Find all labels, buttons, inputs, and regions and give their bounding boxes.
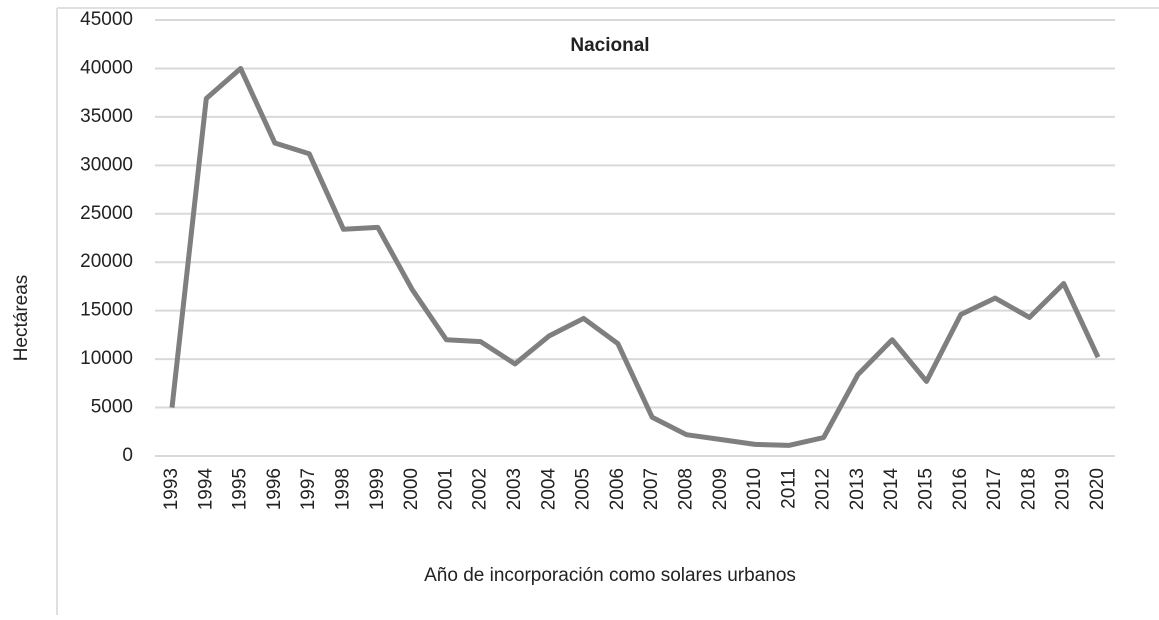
y-tick-label: 20000 xyxy=(80,251,133,272)
y-tick-label: 25000 xyxy=(80,203,133,224)
y-tick-label: 10000 xyxy=(80,348,133,369)
x-tick-label: 2019 xyxy=(1053,468,1074,510)
x-tick-label: 2005 xyxy=(573,468,594,510)
x-tick-label: 2008 xyxy=(675,468,696,510)
y-tick-label: 5000 xyxy=(91,397,133,418)
chart-title: Nacional xyxy=(570,35,649,56)
x-tick-label: 1993 xyxy=(161,468,182,510)
x-axis-label: Año de incorporación como solares urbano… xyxy=(424,565,796,586)
x-tick-label: 1998 xyxy=(332,468,353,510)
x-tick-label: 2018 xyxy=(1018,468,1039,510)
data-line xyxy=(169,65,1101,448)
x-tick-label: 2002 xyxy=(470,468,491,510)
y-tick-label: 15000 xyxy=(80,300,133,321)
y-tick-label: 30000 xyxy=(80,154,133,175)
x-tick-label: 2003 xyxy=(504,468,525,510)
x-tick-label: 1994 xyxy=(195,468,216,511)
y-tick-label: 35000 xyxy=(80,106,133,127)
y-tick-label: 45000 xyxy=(80,9,133,30)
y-axis-label: Hectáreas xyxy=(11,275,32,362)
x-tick-label: 2014 xyxy=(881,468,902,511)
x-tick-label: 1997 xyxy=(298,468,319,510)
x-tick-label: 2001 xyxy=(435,468,456,510)
x-tick-label: 2020 xyxy=(1087,468,1108,510)
x-tick-label: 2010 xyxy=(744,468,765,510)
x-tick-label: 1999 xyxy=(367,468,388,510)
x-tick-label: 2012 xyxy=(813,468,834,510)
x-tick-label: 2011 xyxy=(778,468,799,509)
y-tick-label: 0 xyxy=(122,445,133,466)
x-tick-label: 2013 xyxy=(847,468,868,510)
x-tick-label: 1995 xyxy=(230,468,251,510)
y-tick-label: 40000 xyxy=(80,57,133,78)
x-tick-label: 2004 xyxy=(538,468,559,511)
x-tick-label: 1996 xyxy=(264,468,285,510)
x-tick-label: 2016 xyxy=(950,468,971,510)
x-tick-label: 2015 xyxy=(916,468,937,510)
x-tick-label: 2000 xyxy=(401,468,422,510)
x-tick-label: 2006 xyxy=(607,468,628,510)
x-tick-label: 2007 xyxy=(641,468,662,510)
x-tick-label: 2009 xyxy=(710,468,731,510)
x-tick-label: 2017 xyxy=(984,468,1005,510)
